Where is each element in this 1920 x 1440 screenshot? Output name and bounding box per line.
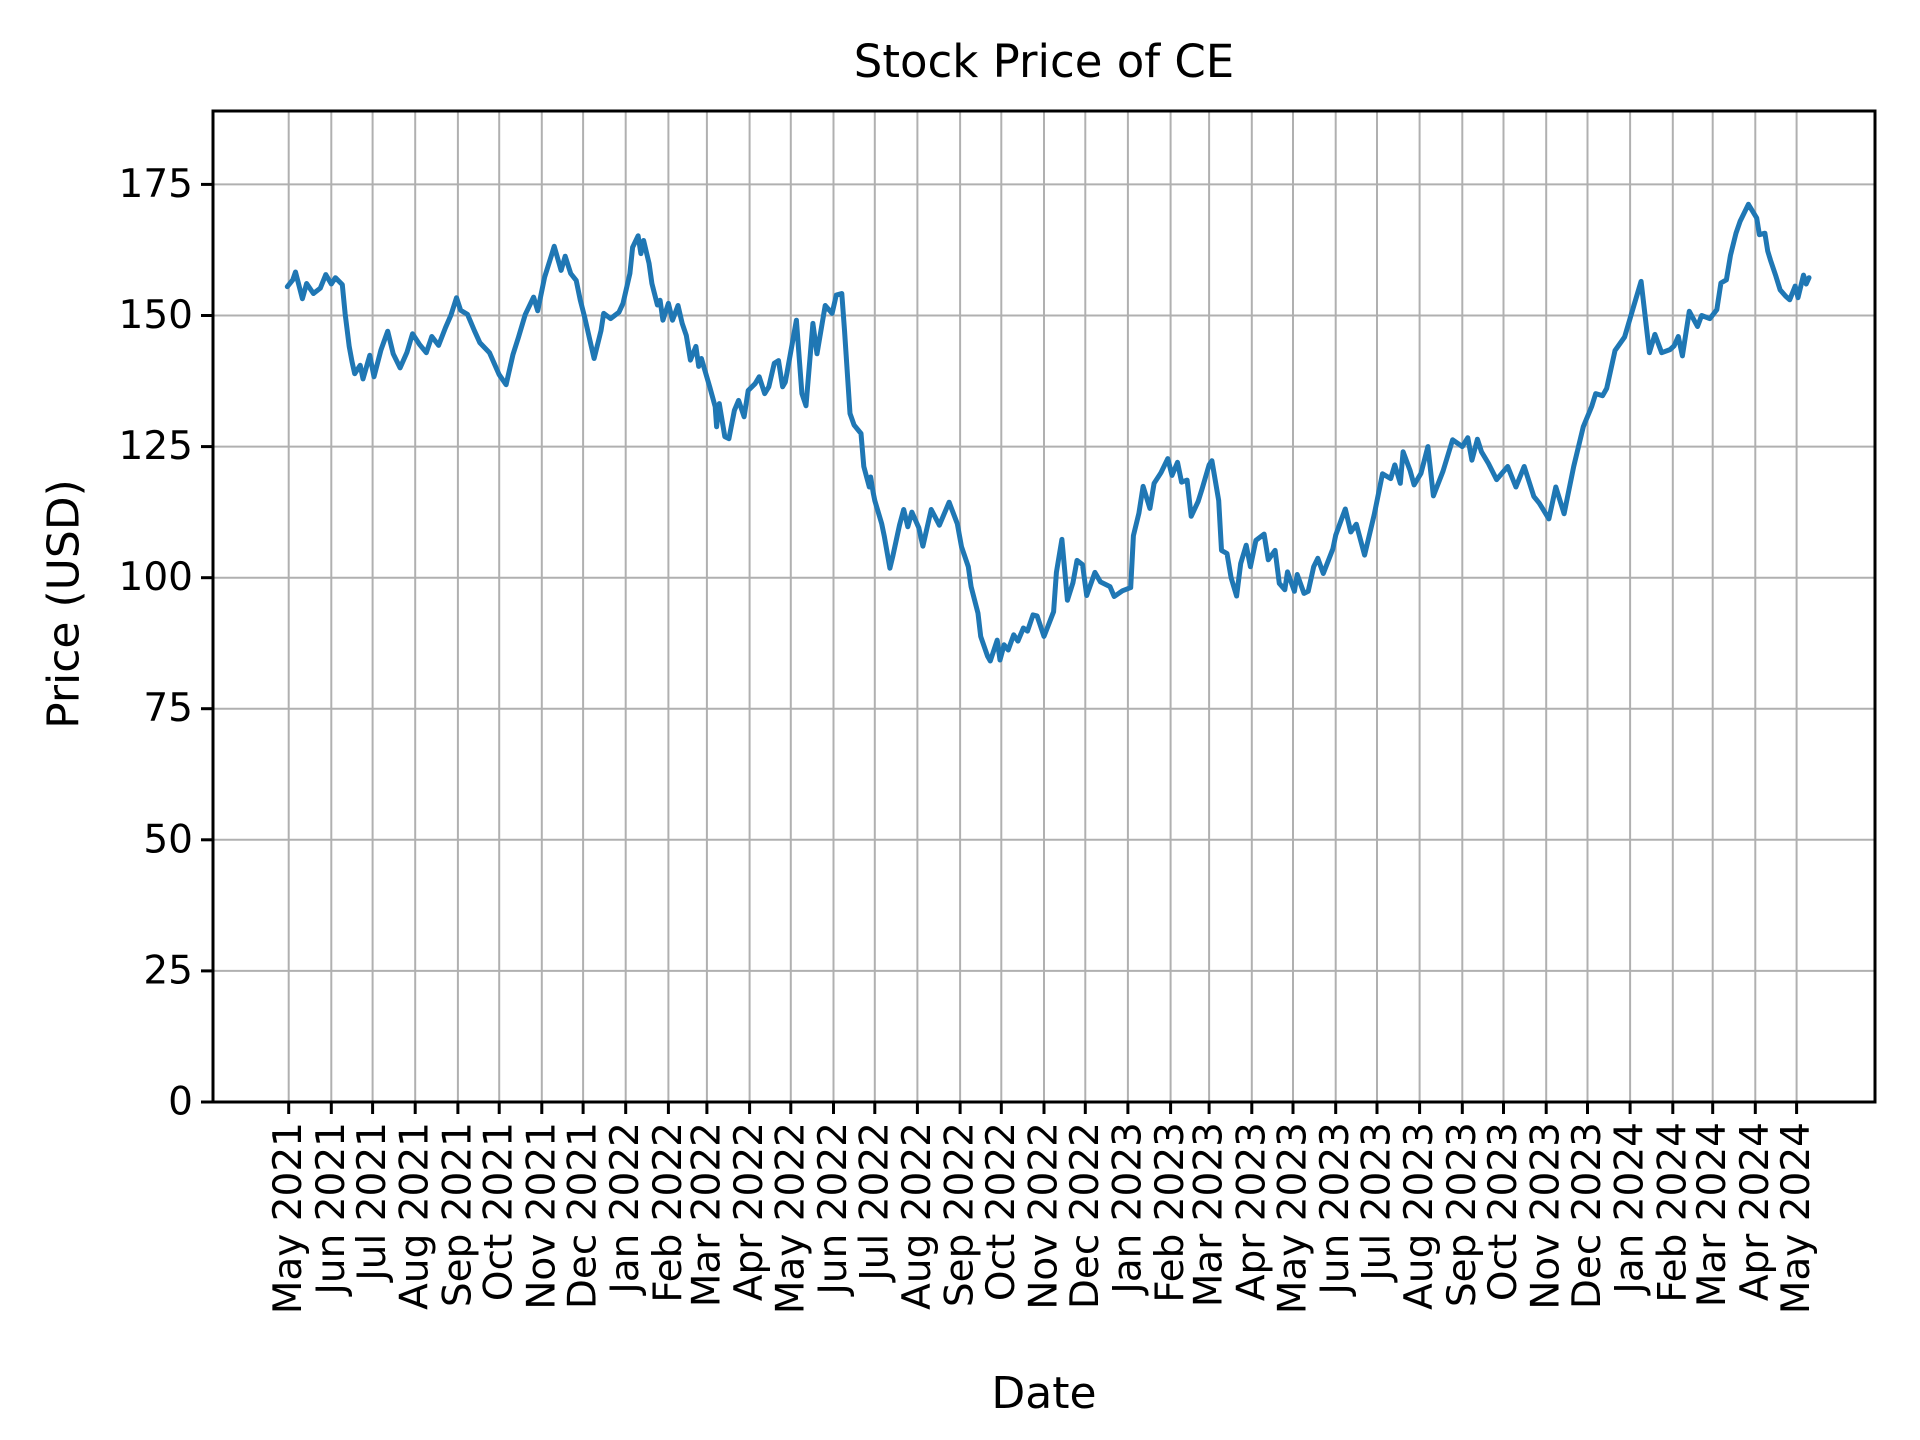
svg-text:25: 25 <box>143 948 193 993</box>
svg-text:Dec 2023: Dec 2023 <box>1565 1122 1610 1309</box>
svg-text:May 2023: May 2023 <box>1271 1122 1316 1314</box>
svg-text:Jun 2023: Jun 2023 <box>1313 1122 1358 1298</box>
svg-text:Nov 2021: Nov 2021 <box>519 1122 564 1310</box>
price-line <box>284 201 1812 664</box>
svg-text:50: 50 <box>143 817 193 862</box>
svg-text:Jan 2023: Jan 2023 <box>1105 1122 1150 1297</box>
svg-text:Mar 2023: Mar 2023 <box>1187 1122 1232 1307</box>
svg-text:Dec 2022: Dec 2022 <box>1063 1122 1108 1309</box>
axis-ticks <box>201 182 1799 1114</box>
svg-text:Aug 2023: Aug 2023 <box>1397 1122 1442 1310</box>
svg-text:Jan 2022: Jan 2022 <box>603 1122 648 1297</box>
x-axis-label: Date <box>991 1368 1097 1419</box>
svg-text:May 2024: May 2024 <box>1774 1122 1819 1314</box>
svg-text:Aug 2022: Aug 2022 <box>895 1122 940 1310</box>
svg-text:Mar 2022: Mar 2022 <box>684 1122 729 1307</box>
svg-text:125: 125 <box>119 424 193 469</box>
svg-text:Sep 2022: Sep 2022 <box>938 1122 983 1307</box>
svg-text:Apr 2023: Apr 2023 <box>1229 1122 1274 1301</box>
svg-text:Oct 2021: Oct 2021 <box>477 1122 522 1301</box>
svg-text:Jul 2022: Jul 2022 <box>852 1122 897 1284</box>
svg-text:Jan 2024: Jan 2024 <box>1608 1122 1653 1297</box>
svg-text:175: 175 <box>119 162 193 207</box>
svg-text:Apr 2022: Apr 2022 <box>727 1122 772 1301</box>
grid-lines <box>213 111 1875 1102</box>
svg-text:Jul 2023: Jul 2023 <box>1355 1122 1400 1284</box>
svg-text:150: 150 <box>119 293 193 338</box>
y-tick-labels: 0 25 50 75 100 125 150 175 <box>119 162 193 1125</box>
svg-text:Apr 2024: Apr 2024 <box>1733 1122 1778 1301</box>
svg-text:Dec 2021: Dec 2021 <box>561 1122 606 1309</box>
chart-title: Stock Price of CE <box>853 35 1235 88</box>
svg-text:Feb 2023: Feb 2023 <box>1148 1122 1193 1303</box>
svg-text:0: 0 <box>168 1080 193 1125</box>
svg-text:Aug 2021: Aug 2021 <box>393 1122 438 1310</box>
y-axis-label: Price (USD) <box>38 479 90 729</box>
svg-text:100: 100 <box>119 555 193 600</box>
svg-text:Oct 2023: Oct 2023 <box>1481 1122 1526 1301</box>
svg-text:Feb 2024: Feb 2024 <box>1650 1122 1695 1303</box>
svg-text:Jun 2021: Jun 2021 <box>309 1122 354 1298</box>
svg-text:Nov 2022: Nov 2022 <box>1022 1122 1067 1310</box>
svg-text:May 2021: May 2021 <box>266 1122 311 1314</box>
svg-text:Jul 2021: Jul 2021 <box>350 1122 395 1284</box>
svg-text:Sep 2021: Sep 2021 <box>435 1122 480 1307</box>
svg-text:Sep 2023: Sep 2023 <box>1440 1122 1485 1307</box>
svg-text:Mar 2024: Mar 2024 <box>1690 1122 1735 1307</box>
svg-text:75: 75 <box>143 686 193 731</box>
svg-text:May 2022: May 2022 <box>768 1122 813 1314</box>
svg-text:Oct 2022: Oct 2022 <box>979 1122 1024 1301</box>
svg-text:Nov 2023: Nov 2023 <box>1524 1122 1569 1310</box>
svg-text:Feb 2022: Feb 2022 <box>646 1122 691 1303</box>
svg-text:Jun 2022: Jun 2022 <box>811 1122 856 1298</box>
